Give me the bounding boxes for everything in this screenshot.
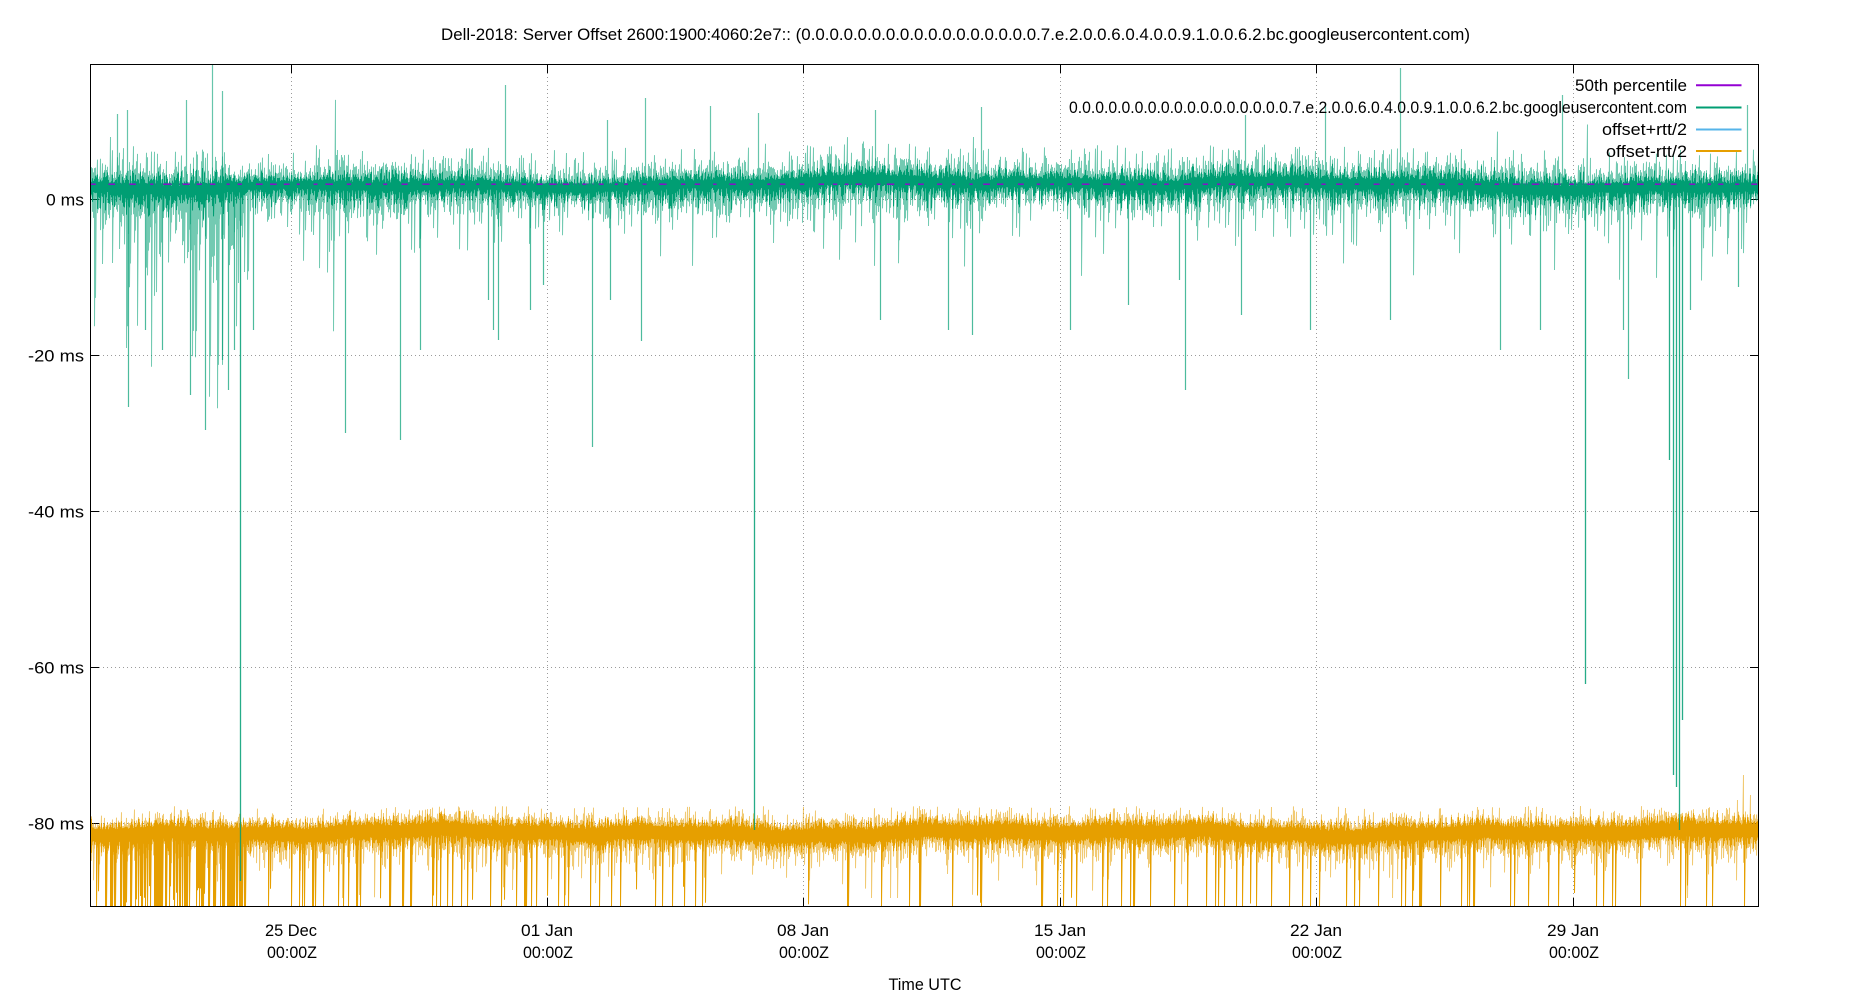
svg-text:00:00Z: 00:00Z xyxy=(1292,943,1342,962)
svg-text:22 Jan: 22 Jan xyxy=(1290,921,1342,940)
svg-text:Dell-2018: Server Offset 2600:: Dell-2018: Server Offset 2600:1900:4060:… xyxy=(441,25,1470,44)
svg-text:50th percentile: 50th percentile xyxy=(1575,76,1687,95)
svg-text:offset-rtt/2: offset-rtt/2 xyxy=(1606,142,1687,161)
svg-text:00:00Z: 00:00Z xyxy=(523,943,573,962)
svg-text:0.0.0.0.0.0.0.0.0.0.0.0.0.0.0.: 0.0.0.0.0.0.0.0.0.0.0.0.0.0.0.0.0.7.e.2.… xyxy=(1069,98,1687,117)
svg-text:15 Jan: 15 Jan xyxy=(1034,921,1086,940)
svg-text:29 Jan: 29 Jan xyxy=(1547,921,1599,940)
svg-text:Time UTC: Time UTC xyxy=(889,975,962,994)
svg-text:00:00Z: 00:00Z xyxy=(1549,943,1599,962)
svg-text:00:00Z: 00:00Z xyxy=(267,943,317,962)
svg-text:00:00Z: 00:00Z xyxy=(779,943,829,962)
svg-text:25 Dec: 25 Dec xyxy=(265,921,317,940)
svg-text:-40 ms: -40 ms xyxy=(28,503,84,522)
svg-text:01 Jan: 01 Jan xyxy=(521,921,573,940)
svg-text:00:00Z: 00:00Z xyxy=(1036,943,1086,962)
svg-text:offset+rtt/2: offset+rtt/2 xyxy=(1602,120,1687,139)
svg-text:-20 ms: -20 ms xyxy=(28,347,84,366)
svg-text:-60 ms: -60 ms xyxy=(28,659,84,678)
svg-text:-80 ms: -80 ms xyxy=(28,815,84,834)
svg-text:08 Jan: 08 Jan xyxy=(777,921,829,940)
svg-text:0 ms: 0 ms xyxy=(46,191,84,210)
